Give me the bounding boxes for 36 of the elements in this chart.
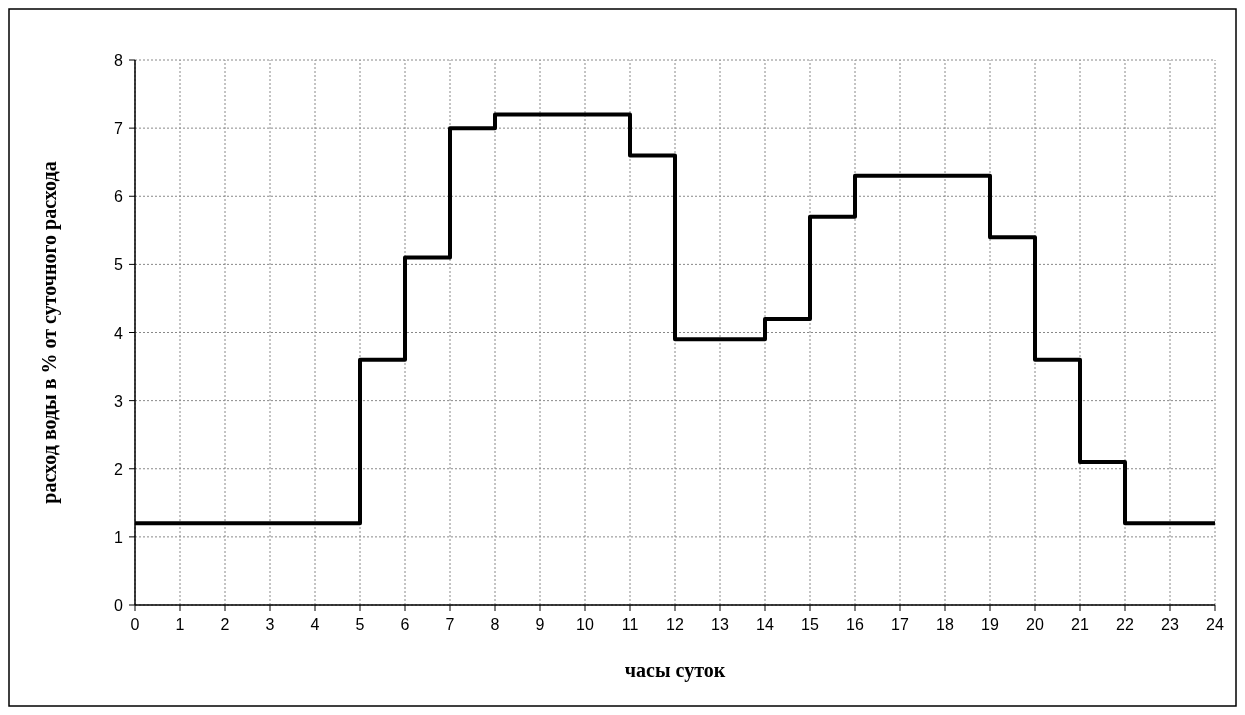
x-tick-label: 9	[535, 616, 545, 633]
x-tick-label: 23	[1161, 616, 1179, 633]
x-tick-label: 20	[1026, 616, 1044, 633]
x-tick-label: 5	[355, 616, 365, 633]
x-tick-label: 21	[1071, 616, 1089, 633]
y-tick-label: 1	[114, 528, 124, 546]
x-tick-label: 1	[175, 616, 185, 633]
y-tick-label: 2	[114, 460, 124, 478]
x-tick-label: 4	[310, 616, 320, 633]
y-tick-label: 4	[114, 324, 124, 342]
x-tick-label: 3	[265, 616, 275, 633]
x-tick-label: 19	[981, 616, 999, 633]
x-tick-label: 24	[1206, 616, 1224, 633]
x-tick-label: 12	[666, 616, 684, 633]
y-tick-label: 3	[114, 392, 124, 410]
x-axis-title: часы суток	[624, 659, 726, 682]
x-tick-label: 2	[220, 616, 230, 633]
x-tick-label: 7	[445, 616, 455, 633]
y-tick-label: 7	[114, 120, 124, 138]
x-tick-label: 8	[490, 616, 500, 633]
x-tick-label: 18	[936, 616, 954, 633]
x-tick-label: 15	[801, 616, 819, 633]
x-tick-label: 0	[130, 616, 140, 633]
x-tick-label: 6	[400, 616, 410, 633]
y-tick-label: 5	[114, 256, 124, 274]
x-tick-label: 17	[891, 616, 909, 633]
x-tick-label: 14	[756, 616, 774, 633]
y-tick-label: 6	[114, 188, 124, 206]
y-axis-title: расход воды в % от суточного расхода	[38, 161, 61, 504]
x-tick-label: 11	[621, 616, 639, 633]
x-tick-label: 10	[576, 616, 594, 633]
x-tick-label: 22	[1116, 616, 1134, 633]
x-tick-label: 13	[711, 616, 729, 633]
x-tick-label: 16	[846, 616, 864, 633]
y-tick-label: 8	[114, 52, 124, 69]
y-tick-label: 0	[114, 597, 124, 614]
